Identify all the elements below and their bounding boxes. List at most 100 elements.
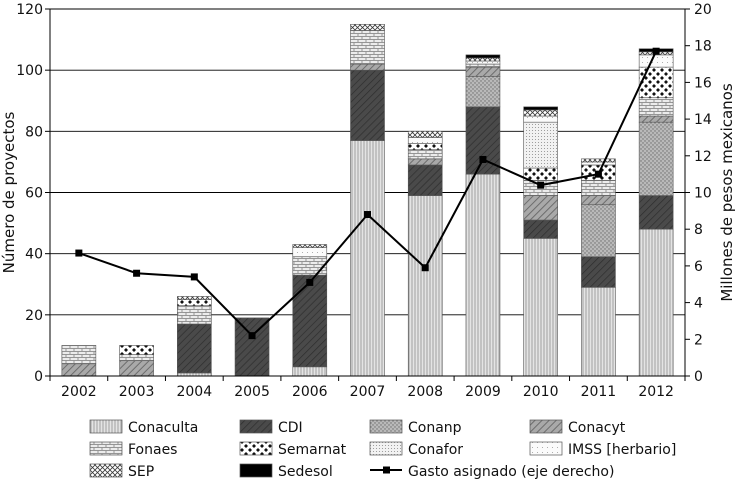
bar-sep-2009	[465, 57, 501, 62]
legend-item-conacyt: Conacyt	[529, 419, 626, 436]
ytick-label-120: 120	[16, 2, 43, 18]
legend-swatch-conacyt	[529, 419, 563, 434]
gasto-point-2011	[594, 170, 602, 178]
legend-item-imss-herbario: IMSS [herbario]	[529, 441, 676, 458]
bars	[61, 23, 674, 377]
legend-item-sep: SEP	[89, 463, 154, 480]
bar-conacyt-2011	[581, 195, 616, 206]
legend-item-gasto-asignado-eje-derecho: Gasto asignado (eje derecho)	[370, 464, 614, 480]
legend-label-conacyt: Conacyt	[568, 420, 626, 436]
bar-conafor-2010	[523, 121, 558, 169]
legend-item-fonaes: Fonaes	[89, 441, 177, 458]
bar-conacyt-2012	[638, 115, 674, 123]
bar-conacyt-2002	[61, 363, 97, 377]
bar-imss-herbario-2008	[407, 137, 443, 144]
bar-conanp-2012	[638, 121, 674, 196]
bar-fonaes-2007	[350, 30, 385, 65]
y2tick-label-14: 14	[694, 112, 712, 128]
bar-imss-herbario-2006	[292, 247, 328, 258]
ytick-label-80: 80	[25, 124, 43, 140]
xtick-label-2011: 2011	[581, 384, 617, 400]
bar-cdi-2006	[292, 274, 328, 368]
legend-label-conaculta: Conaculta	[128, 420, 198, 436]
legend-swatch-sep	[89, 463, 123, 478]
bar-conacyt-2009	[465, 66, 501, 77]
bar-conacyt-2008	[407, 158, 443, 166]
legend-label-conafor: Conafor	[408, 442, 463, 458]
xtick-label-2005: 2005	[234, 384, 270, 400]
xtick-label-2003: 2003	[119, 384, 155, 400]
bar-conaculta-2008	[407, 195, 443, 377]
y2tick-label-0: 0	[694, 369, 703, 385]
bar-conacyt-2010	[523, 195, 558, 221]
bar-semarnat-2003	[119, 345, 154, 355]
bar-conaculta-2007	[350, 140, 385, 377]
legend-swatch-conaculta	[89, 419, 123, 434]
bar-imss-herbario-2010	[523, 115, 558, 123]
gasto-point-2007	[364, 211, 371, 219]
legend-item-conaculta: Conaculta	[89, 419, 198, 436]
bar-sep-2011	[581, 158, 616, 163]
ytick-label-100: 100	[16, 63, 43, 79]
bar-cdi-2005	[234, 317, 270, 377]
legend-label-sep: SEP	[128, 464, 154, 480]
legend-label-imss-herbario: IMSS [herbario]	[568, 442, 676, 458]
bar-sep-2007	[350, 23, 385, 31]
y2tick-label-6: 6	[694, 259, 703, 275]
legend-label-cdi: CDI	[278, 420, 303, 436]
bar-sedesol-2009	[465, 54, 501, 59]
xtick-label-2004: 2004	[176, 384, 212, 400]
y2tick-label-4: 4	[694, 296, 703, 312]
legend-marker-gasto-asignado-eje-derecho	[383, 466, 390, 474]
gasto-point-2002	[75, 249, 83, 257]
bar-conaculta-2006	[292, 366, 328, 377]
bar-imss-herbario-2011	[581, 161, 616, 166]
legend-item-semarnat: Semarnat	[239, 441, 347, 458]
bar-conaculta-2011	[581, 287, 616, 377]
bar-sep-2004	[177, 296, 212, 300]
bar-semarnat-2010	[523, 167, 558, 181]
bar-semarnat-2004	[177, 299, 212, 306]
axes: 0 20 40 60 80 100 120 0 2 4 6 8 10 12 14 16 18 20 2002 2003…	[0, 2, 736, 400]
xtick-label-2012: 2012	[638, 384, 674, 400]
gasto-point-2006	[306, 278, 314, 286]
bar-sedesol-2010	[523, 106, 558, 111]
y2-axis-title: Millones de pesos mexicanos	[718, 83, 736, 302]
legend-label-conanp: Conanp	[408, 420, 462, 436]
bar-sep-2010	[523, 109, 558, 117]
legend-swatch-conafor	[369, 441, 403, 456]
legend-swatch-conanp	[369, 419, 403, 434]
xtick-label-2008: 2008	[407, 384, 443, 400]
bar-fonaes-2003	[119, 354, 154, 362]
legend-swatch-sedesol	[239, 463, 273, 478]
legend-item-sedesol: Sedesol	[239, 463, 333, 480]
bar-semarnat-2012	[638, 66, 674, 98]
bar-conaculta-2010	[523, 238, 558, 377]
y2tick-label-16: 16	[694, 75, 712, 91]
bar-conacyt-2007	[350, 63, 385, 71]
legend-label-semarnat: Semarnat	[278, 442, 347, 458]
xtick-label-2010: 2010	[523, 384, 559, 400]
legend-swatch-fonaes	[89, 441, 123, 456]
y2tick-label-2: 2	[694, 332, 703, 348]
bar-fonaes-2011	[581, 179, 616, 196]
legend-swatch-cdi	[239, 419, 273, 434]
bar-fonaes-2004	[177, 305, 212, 325]
gasto-point-2005	[248, 332, 256, 340]
bar-fonaes-2012	[638, 97, 674, 117]
y2tick-label-18: 18	[694, 39, 712, 55]
bar-sep-2006	[292, 244, 328, 248]
legend-label-gasto-asignado-eje-derecho: Gasto asignado (eje derecho)	[408, 464, 614, 480]
y2tick-label-10: 10	[694, 186, 712, 202]
bar-conaculta-2009	[465, 173, 501, 377]
bar-semarnat-2008	[407, 143, 443, 150]
legend: Conaculta CDI Conanp Conacyt Fonaes Semarnat C…	[89, 419, 676, 480]
y-axis-title: Número de proyectos	[0, 112, 18, 274]
xtick-label-2007: 2007	[350, 384, 386, 400]
bar-cdi-2011	[581, 256, 616, 288]
gasto-point-2004	[190, 273, 198, 281]
gasto-point-2009	[479, 155, 487, 163]
bar-cdi-2010	[523, 219, 558, 239]
gasto-point-2003	[133, 269, 141, 277]
